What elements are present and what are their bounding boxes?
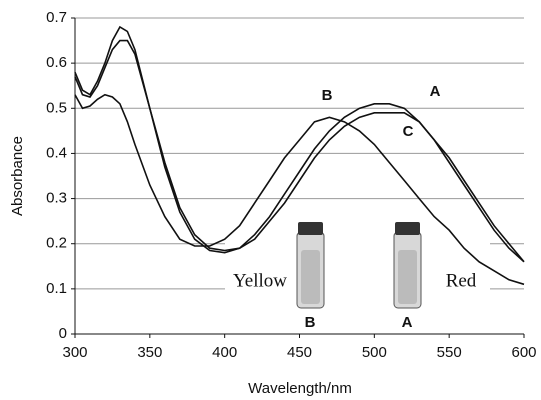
line-series — [74, 39, 525, 263]
y-tick-label: 0.3 — [46, 190, 67, 207]
x-tick-label: 450 — [287, 344, 312, 361]
vial — [393, 222, 422, 309]
x-tick-label: 600 — [511, 344, 536, 361]
vial-label: B — [305, 314, 316, 331]
y-tick-label: 0.1 — [46, 280, 67, 297]
series-label: C — [403, 123, 414, 140]
vial-color: Red — [446, 270, 477, 291]
line-series — [74, 25, 525, 263]
vial-cap — [298, 222, 323, 235]
y-tick-label: 0.5 — [46, 99, 67, 116]
vial-cap — [395, 222, 420, 235]
y-tick-label: 0.7 — [46, 9, 67, 26]
vial — [296, 222, 325, 309]
vial-liquid — [301, 250, 320, 304]
vial-label: A — [402, 314, 413, 331]
y-tick-label: 0.2 — [46, 235, 67, 252]
x-tick-label: 500 — [362, 344, 387, 361]
vial-color: Yellow — [233, 270, 287, 291]
y-tick-label: 0 — [59, 325, 67, 342]
inset-photo — [225, 222, 490, 314]
y-axis-title: Absorbance — [9, 136, 26, 216]
line-series — [74, 93, 525, 286]
x-tick-label: 400 — [212, 344, 237, 361]
vial-liquid — [398, 250, 417, 304]
x-axis-title: Wavelength/nm — [248, 380, 352, 397]
series-label: B — [322, 87, 333, 104]
x-tick-label: 350 — [137, 344, 162, 361]
x-tick-label: 300 — [62, 344, 87, 361]
x-tick-label: 550 — [437, 344, 462, 361]
y-tick-label: 0.4 — [46, 144, 67, 161]
y-tick-label: 0.6 — [46, 54, 67, 71]
series-label: A — [430, 83, 441, 100]
